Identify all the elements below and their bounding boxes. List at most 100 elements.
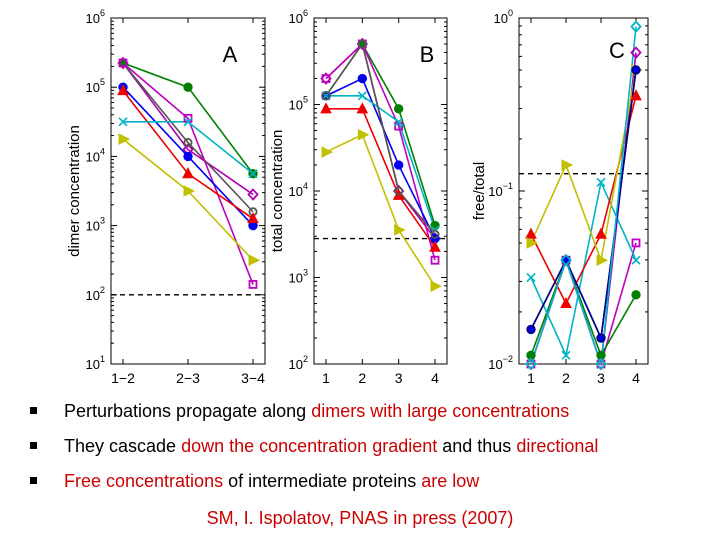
bullet-text-2: They cascade down the concentration grad… <box>64 436 598 456</box>
bullet-segment: are low <box>421 471 480 491</box>
chart-point <box>118 58 128 68</box>
chart-point <box>631 290 641 300</box>
chart-point <box>630 46 642 59</box>
chart-point <box>596 254 609 267</box>
y-tick-label: 10−1 <box>488 181 513 199</box>
chart-point <box>357 39 367 49</box>
chart-point <box>357 91 367 101</box>
chart-point <box>394 224 406 236</box>
series-line-navy <box>530 69 637 341</box>
chart-point <box>430 229 440 239</box>
x-tick-label: 3 <box>597 370 605 386</box>
y-tick-label: 101 <box>86 354 105 372</box>
panel-label: B <box>420 42 435 67</box>
chart-point <box>321 74 331 83</box>
series-line-magenta <box>325 42 436 261</box>
chart-point <box>394 117 404 127</box>
series-line-cyan <box>326 95 436 231</box>
y-tick-exponent: 5 <box>100 77 105 87</box>
series-line-purple <box>122 62 254 196</box>
y-tick-label: 103 <box>289 268 308 286</box>
series-line-green <box>530 257 637 358</box>
y-tick-exponent: 6 <box>303 8 308 18</box>
y-tick-label: 102 <box>289 354 308 372</box>
y-tick-exponent: 2 <box>303 354 308 364</box>
y-tick-exponent: −1 <box>503 181 513 191</box>
y-tick-label: 104 <box>289 181 308 199</box>
x-tick-label: 2 <box>358 370 366 386</box>
x-tick-label: 2−3 <box>176 370 200 386</box>
chart-point <box>561 350 571 360</box>
chart-point <box>183 117 193 127</box>
y-tick-exponent: 2 <box>100 285 105 295</box>
series-line-olive <box>530 69 637 264</box>
bullet-square-icon <box>30 477 37 484</box>
chart-point <box>183 185 196 197</box>
y-tick-exponent: −2 <box>503 354 513 364</box>
chart-point <box>320 102 332 114</box>
chart-point <box>117 84 129 96</box>
chart-point <box>526 237 539 249</box>
chart-point <box>430 280 443 292</box>
chart-point <box>393 160 404 170</box>
y-tick-exponent: 3 <box>100 216 105 226</box>
chart-point <box>183 151 193 162</box>
y-tick-label: 102 <box>86 285 105 303</box>
y-tick-exponent: 3 <box>303 268 308 278</box>
y-tick-exponent: 4 <box>100 146 105 156</box>
panel-label: C <box>609 38 625 63</box>
x-tick-label: 3 <box>395 370 403 386</box>
bullet-segment: They cascade <box>64 436 182 456</box>
chart-point <box>430 255 440 265</box>
chart-point <box>248 280 258 289</box>
chart-point <box>357 73 368 84</box>
y-tick-label: 106 <box>289 8 308 26</box>
chart-point <box>118 117 128 127</box>
chart-point <box>356 102 369 114</box>
citation: SM, I. Ispolatov, PNAS in press (2007) <box>206 508 514 528</box>
chart-point <box>248 169 258 179</box>
chart-point <box>630 20 642 33</box>
chart-point <box>321 91 331 101</box>
bullet-item-3: Free concentrations of intermediate prot… <box>30 466 710 501</box>
y-tick-exponent: 5 <box>303 95 308 105</box>
x-tick-label: 1 <box>322 370 330 386</box>
chart-point <box>630 89 642 101</box>
chart-point <box>596 177 606 187</box>
chart-point <box>526 272 536 283</box>
chart-point <box>595 357 607 371</box>
x-tick-label: 4 <box>431 370 439 386</box>
bullet-segment: and thus <box>437 436 517 456</box>
y-tick-exponent: 1 <box>100 354 105 364</box>
y-tick-exponent: 6 <box>100 8 105 18</box>
y-axis-label: total concentration <box>269 130 286 253</box>
chart-point <box>631 255 641 265</box>
y-tick-label: 105 <box>86 77 105 95</box>
series-line-red <box>326 108 436 248</box>
series-line-gray <box>325 42 436 235</box>
chart-point <box>430 220 440 231</box>
series-line-magenta <box>122 62 254 285</box>
bullet-segment: of intermediate proteins <box>223 471 422 491</box>
bullet-segment: Free concentrations <box>64 471 224 491</box>
series-line-cyan-top <box>530 26 637 365</box>
chart-point <box>561 159 574 171</box>
chart-point <box>357 128 370 141</box>
chart-point <box>248 254 261 267</box>
bullet-text-1: Perturbations propagate along dimers wit… <box>64 401 569 421</box>
y-axis-label: free/total <box>471 162 488 220</box>
chart-point <box>525 227 537 239</box>
y-tick-label: 10−2 <box>488 354 513 372</box>
chart-point <box>182 167 194 179</box>
chart-point <box>393 104 404 114</box>
x-tick-label: 1−2 <box>111 370 135 386</box>
y-tick-label: 103 <box>86 216 105 234</box>
x-tick-label: 4 <box>632 370 640 386</box>
chart-point <box>595 227 607 239</box>
chart-point <box>429 240 441 252</box>
bullet-segment: down the concentration gradient <box>181 436 438 456</box>
x-tick-label: 3−4 <box>241 370 265 386</box>
